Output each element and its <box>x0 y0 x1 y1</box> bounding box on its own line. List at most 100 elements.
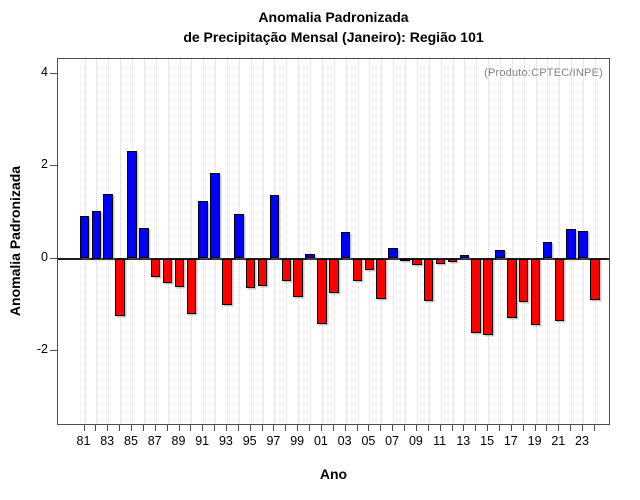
gridline-1996 <box>262 59 264 424</box>
x-tick-label-2023: 23 <box>575 434 589 448</box>
x-tick-2013 <box>463 425 465 431</box>
gridline-2011 <box>440 59 442 424</box>
bar-1993 <box>222 258 232 305</box>
bar-2010 <box>423 258 434 301</box>
bar-1989 <box>174 258 185 287</box>
gridline-2014 <box>476 59 478 424</box>
x-tick-2017 <box>510 425 512 431</box>
bar-2011 <box>435 258 446 264</box>
gridline-2020 <box>547 59 549 424</box>
bar-1985 <box>127 151 137 259</box>
bar-2015 <box>483 258 493 335</box>
bar-1996 <box>257 258 268 286</box>
x-tick-label-1993: 93 <box>218 434 233 448</box>
gridline-1987 <box>155 59 157 424</box>
x-tick-label-1981: 81 <box>76 434 91 448</box>
bar-1988 <box>162 258 173 283</box>
x-tick-label-1987: 87 <box>147 434 162 448</box>
gridline-1999 <box>298 59 300 424</box>
x-tick-2001 <box>320 425 322 431</box>
bar-2001 <box>317 258 327 324</box>
y-axis-title: Anomalia Padronizada <box>7 165 23 317</box>
x-tick-1996 <box>261 425 263 431</box>
x-tick-2010 <box>427 425 429 431</box>
x-tick-label-2003: 03 <box>337 434 352 448</box>
x-tick-label-2009: 09 <box>408 434 423 448</box>
gridline-2017 <box>511 59 513 424</box>
bar-1984 <box>115 258 125 317</box>
x-tick-2022 <box>570 425 572 431</box>
x-tick-2002 <box>332 425 334 431</box>
x-axis-title: Ano <box>319 466 348 482</box>
x-tick-1983 <box>107 425 109 431</box>
gridline-2004 <box>357 59 359 424</box>
y-tick--2 <box>50 349 57 351</box>
x-tick-2019 <box>534 425 536 431</box>
bar-2024 <box>590 258 600 300</box>
bar-1987 <box>150 258 161 278</box>
x-tick-1997 <box>273 425 275 431</box>
x-tick-1985 <box>131 425 132 431</box>
x-tick-2023 <box>582 425 583 431</box>
x-tick-2015 <box>487 425 489 431</box>
bar-1992 <box>210 172 220 259</box>
x-tick-2000 <box>309 425 310 431</box>
x-tick-1982 <box>95 425 97 431</box>
gridline-2006 <box>381 59 383 424</box>
x-tick-label-1983: 83 <box>100 434 115 448</box>
bar-2012 <box>447 258 458 262</box>
bar-1999 <box>293 258 303 298</box>
gridline-2008 <box>405 59 406 424</box>
x-tick-1999 <box>297 425 299 431</box>
x-tick-2004 <box>356 425 358 431</box>
x-tick-2003 <box>344 425 346 431</box>
gridline-2024 <box>594 59 596 424</box>
x-tick-2020 <box>546 425 548 431</box>
bar-2007 <box>388 248 398 259</box>
y-tick-4 <box>50 73 57 75</box>
bar-1997 <box>269 195 280 259</box>
x-tick-1992 <box>214 425 216 431</box>
x-tick-2005 <box>368 425 370 431</box>
y-tick-label--2: -2 <box>36 341 48 356</box>
gridline-1989 <box>179 59 181 424</box>
y-tick-label-0: 0 <box>41 249 48 264</box>
gridline-2013 <box>464 59 466 424</box>
x-tick-label-1999: 99 <box>290 434 305 448</box>
x-tick-2016 <box>498 425 500 431</box>
gridline-1998 <box>286 59 288 424</box>
bar-2013 <box>459 254 470 259</box>
bar-2020 <box>542 241 553 259</box>
x-tick-label-1997: 97 <box>266 434 281 448</box>
bar-2021 <box>554 258 565 321</box>
bar-2018 <box>518 258 529 303</box>
bar-1995 <box>245 258 256 288</box>
bar-1982 <box>91 211 102 259</box>
x-tick-2021 <box>558 425 560 431</box>
gridline-2019 <box>535 59 537 424</box>
x-tick-label-2011: 11 <box>433 434 447 448</box>
x-tick-label-2015: 15 <box>480 434 495 448</box>
chart-title: Anomalia Padronizada de Precipitação Men… <box>57 7 610 47</box>
plot-area: (Produto:CPTEC/INPE) <box>57 58 610 425</box>
x-tick-label-2013: 13 <box>456 434 471 448</box>
x-tick-2011 <box>439 425 441 431</box>
bar-2019 <box>530 258 541 326</box>
gridline-2012 <box>452 59 454 424</box>
x-tick-1995 <box>249 425 251 431</box>
x-tick-1998 <box>285 425 287 431</box>
bar-2008 <box>400 258 410 261</box>
x-tick-1993 <box>225 425 227 431</box>
bar-2002 <box>329 258 339 293</box>
x-tick-2014 <box>475 425 477 431</box>
gridline-2000 <box>310 59 311 424</box>
gridline-1988 <box>167 59 169 424</box>
y-tick-label-2: 2 <box>41 157 48 172</box>
gridline-2007 <box>393 59 395 424</box>
chart-title-line1: Anomalia Padronizada <box>258 9 409 25</box>
bar-2006 <box>376 258 386 300</box>
gridline-1984 <box>120 59 122 424</box>
product-annotation: (Produto:CPTEC/INPE) <box>484 67 603 79</box>
bar-1994 <box>234 213 244 259</box>
